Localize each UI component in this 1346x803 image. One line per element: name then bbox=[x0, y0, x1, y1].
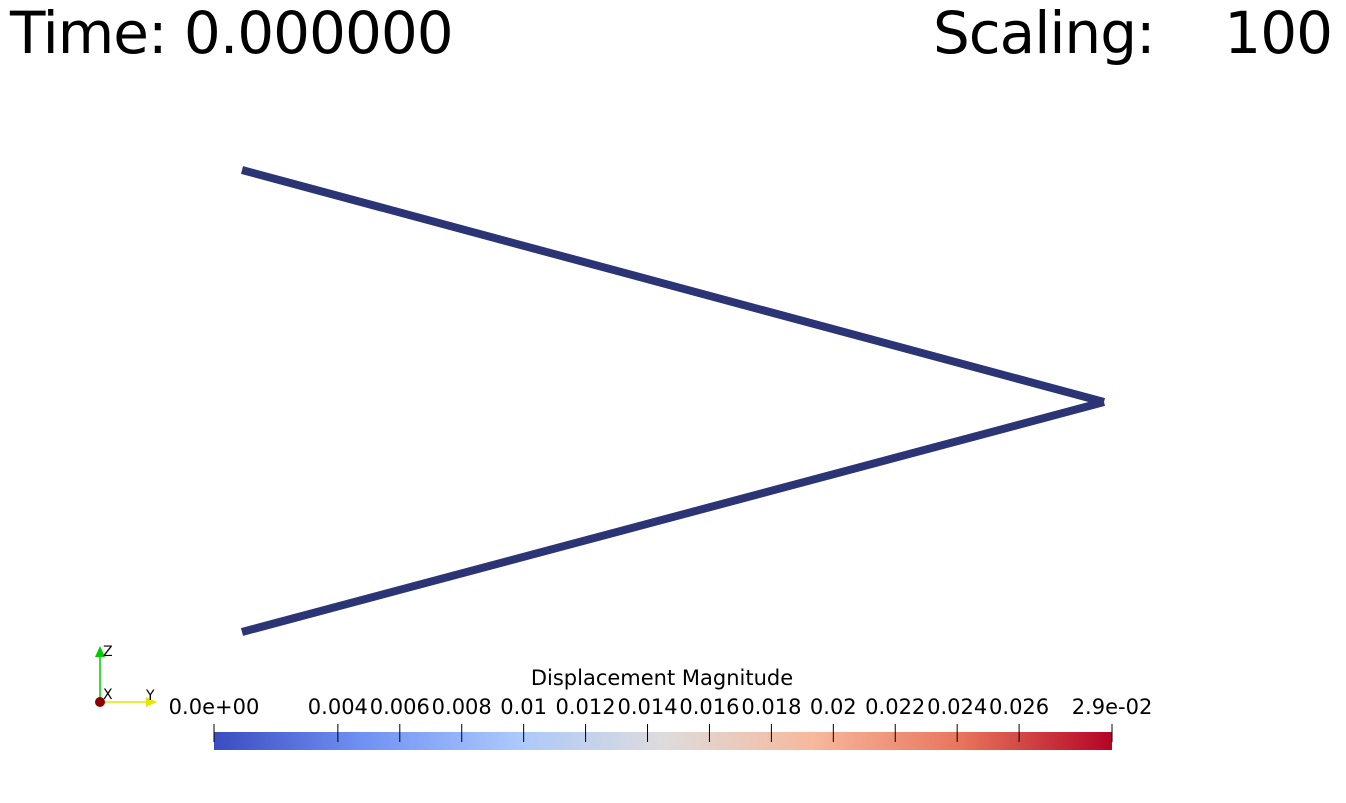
scalar-bar-tick-label: 0.022 bbox=[865, 695, 925, 719]
scalar-bar-tick-label: 0.014 bbox=[617, 695, 677, 719]
scalar-bar-tick-label: 0.006 bbox=[370, 695, 430, 719]
z-axis-label: Z bbox=[103, 645, 113, 659]
scalar-bar-tick-label: 0.01 bbox=[500, 695, 547, 719]
scalar-bar-tick-label: 0.0e+00 bbox=[169, 695, 260, 719]
y-axis-label: Y bbox=[146, 689, 155, 703]
scalar-bar-tick-label: 0.004 bbox=[308, 695, 368, 719]
scalar-bar-tick-label: 0.018 bbox=[741, 695, 801, 719]
scalar-bar-tick-label: 0.026 bbox=[989, 695, 1049, 719]
x-axis-label: X bbox=[103, 688, 113, 702]
scalar-bar-tick-label: 0.024 bbox=[927, 695, 987, 719]
scalar-bar-tick-label: 0.008 bbox=[432, 695, 492, 719]
scalar-bar-gradient bbox=[214, 732, 1112, 750]
scalar-bar-tick-label: 0.016 bbox=[679, 695, 739, 719]
truss-member-upper bbox=[242, 170, 1104, 402]
scalar-bar-tick-label: 0.012 bbox=[556, 695, 616, 719]
scalar-bar-tick-label: 0.02 bbox=[810, 695, 857, 719]
scalar-bar bbox=[214, 724, 1112, 750]
scalar-bar-title: Displacement Magnitude bbox=[531, 666, 793, 690]
scalar-bar-tick-label: 2.9e-02 bbox=[1072, 695, 1153, 719]
truss-member-lower bbox=[242, 402, 1104, 632]
truss-model bbox=[242, 170, 1104, 632]
